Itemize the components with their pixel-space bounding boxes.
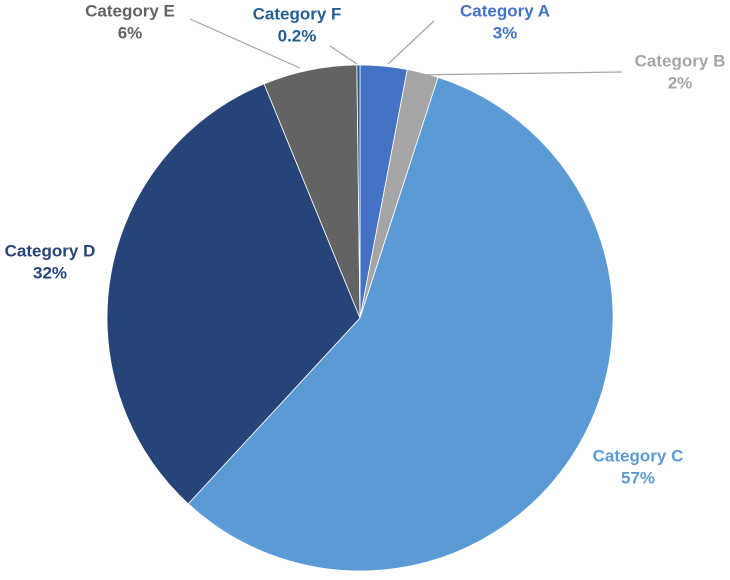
value-label: 57% [621, 468, 655, 487]
pie-slice [106, 83, 361, 505]
leader-line [329, 45, 358, 65]
value-label: 3% [493, 23, 518, 42]
category-label: Category F [253, 4, 342, 23]
category-label: Category C [593, 446, 684, 465]
value-label: 32% [33, 263, 67, 282]
leader-line [411, 71, 623, 76]
value-label: 2% [668, 73, 693, 92]
value-label: 6% [118, 23, 143, 42]
value-label: 0.2% [278, 26, 317, 45]
category-label: Category B [635, 51, 726, 70]
pie-slice [356, 64, 361, 319]
category-label: Category D [5, 241, 96, 260]
category-label: Category A [460, 1, 550, 20]
pie-slice [187, 76, 614, 572]
category-label: Category E [85, 1, 175, 20]
leader-line [189, 18, 301, 69]
leader-line [387, 20, 435, 65]
